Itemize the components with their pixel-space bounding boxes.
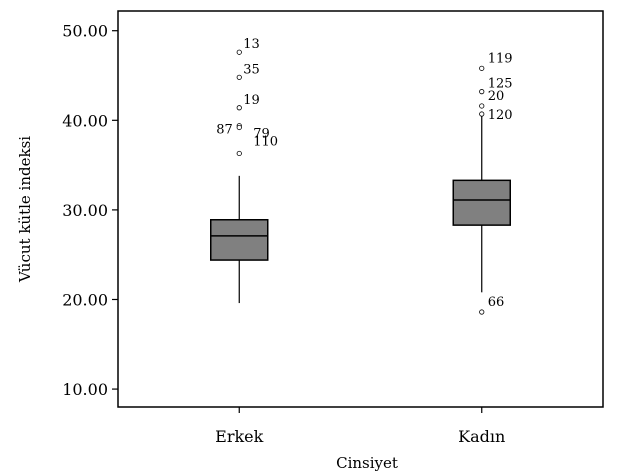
outlier-label: 110 (253, 134, 278, 149)
y-axis: 10.00 20.00 30.00 40.00 50.00 (62, 22, 118, 399)
outlier-label: 79 (253, 126, 270, 141)
x-axis: Erkek Kadın (215, 407, 505, 446)
y-tick-label: 40.00 (62, 111, 108, 130)
outlier-point (236, 105, 242, 111)
outlier-label: 20 (488, 89, 505, 104)
outlier-point (236, 49, 242, 55)
x-tick-label: Kadın (458, 427, 505, 446)
outlier-label: 66 (488, 295, 505, 310)
outlier-point (236, 74, 242, 80)
outlier-point (479, 103, 485, 109)
iqr-box (210, 219, 269, 261)
y-tick-label: 50.00 (62, 22, 108, 41)
outlier-label: 35 (243, 62, 260, 77)
outlier-label: 13 (243, 37, 260, 52)
outlier-label: 19 (243, 93, 260, 108)
outlier-point (479, 65, 485, 71)
outlier-label: 119 (488, 51, 513, 66)
outlier-label: 87 (216, 123, 233, 138)
y-tick-label: 30.00 (62, 201, 108, 220)
outlier-point (236, 124, 242, 131)
y-axis-title: Vücut kütle indeksi (16, 136, 34, 283)
outlier-label: 120 (488, 108, 513, 123)
outlier-point (479, 309, 485, 315)
outlier-point (479, 89, 485, 95)
x-axis-title: Cinsiyet (336, 454, 398, 472)
outlier-point (479, 111, 485, 117)
y-tick-label: 10.00 (62, 380, 108, 399)
iqr-box (452, 179, 511, 226)
x-tick-label: Erkek (215, 427, 263, 446)
outlier-point (236, 150, 242, 157)
outlier-label: 125 (488, 77, 513, 92)
plot-frame (117, 10, 604, 408)
y-tick-label: 20.00 (62, 290, 108, 309)
